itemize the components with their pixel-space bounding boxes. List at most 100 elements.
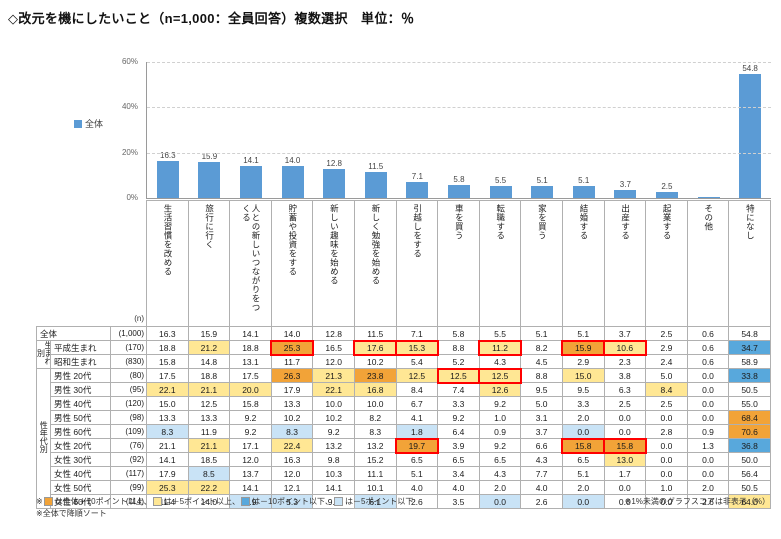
category-label: 特になし [745,204,756,240]
value-cell: 8.2 [353,410,397,425]
bar [281,166,304,198]
legend-color-swatch [74,119,82,128]
value-cell: 17.9 [270,382,314,397]
value-cell: 8.3 [353,424,397,439]
value-cell: 14.1 [146,452,189,467]
value-cell: 3.9 [437,438,480,453]
value-cell: 13.0 [603,452,647,467]
sort-order-note: ※全体で降順ソート [36,509,107,518]
category-label: 起業する [662,204,673,240]
note-text: は－10ポイント以下、 [252,497,333,506]
value-cell: 5.0 [645,368,688,383]
bar-value-label: 5.1 [578,176,590,186]
value-cell-red-annotated: 17.6 [353,340,397,355]
value-cell: 2.0 [478,480,522,495]
value-cell: 18.8 [146,340,189,355]
value-cell: 0.6 [686,326,730,341]
value-cell: 4.0 [520,480,563,495]
value-cell: 36.8 [728,438,771,453]
value-cell: 6.7 [395,396,439,411]
value-cell: 5.1 [395,466,439,481]
value-cell: 4.0 [437,480,480,495]
category-header-cell: 車を買う [437,200,480,327]
value-cell: 7.4 [437,382,480,397]
value-cell: 3.3 [561,396,605,411]
value-cell: 58.9 [728,354,771,369]
value-cell: 17.9 [146,466,189,481]
y-axis-tick-label: 40% [121,102,138,112]
value-cell: 22.2 [187,480,231,495]
bar-group: 15.9 [189,62,231,198]
note-text: は－5ポイント以下 [344,497,414,506]
note-swatch-plus10 [43,497,53,506]
value-cell: 0.0 [645,452,688,467]
row-label: 昭和生まれ [50,354,111,369]
table-row: 男性 60代 (109) 8.3 11.9 9.2 8.3 9.2 8.3 1.8 6.4 0.9 3… [37,424,771,439]
bar-value-label: 16.3 [160,151,176,161]
bar-chart-plot-area: 16.3 15.9 14.1 14.0 12.8 11.5 7.1 5.8 5.5 5.1 5.1 3… [146,62,771,199]
bar-group [688,62,730,198]
value-cell: 9.2 [478,396,522,411]
table-header-row: (n) 生活習慣を改める 旅行に行く 人との新しいつながりをつくる 貯蓄や投資をする 新し… [37,200,771,327]
row-n-value: (117) [110,466,147,481]
value-cell: 16.3 [146,326,189,341]
value-cell: 14.0 [270,326,314,341]
row-label: 男性 20代 [50,368,111,383]
row-n-value: (80) [110,368,147,383]
row-label: 全体 [36,326,111,341]
value-cell: 21.2 [187,340,231,355]
hidden-score-note: ※1%未満のグラフスコアは非表示（%） [624,497,770,506]
value-cell: 2.5 [603,396,647,411]
table-row: 女性 20代 (76) 21.1 21.1 17.1 22.4 13.2 13.2 19.7 3.… [37,438,771,453]
value-cell: 8.8 [520,368,563,383]
value-cell: 14.1 [312,480,355,495]
bar [406,181,429,198]
gridline [147,152,771,154]
value-cell: 9.8 [312,452,355,467]
category-label: 貯蓄や投資をする [287,204,298,276]
value-cell: 10.2 [353,354,397,369]
value-cell: 0.0 [561,494,605,509]
bar-group: 7.1 [397,62,439,198]
table-row: 女性 40代 (117) 17.9 8.5 13.7 12.0 10.3 11.1 5.1 3.4… [37,466,771,481]
value-cell: 5.4 [395,354,439,369]
row-n-value: (92) [110,452,147,467]
category-label: 車を買う [454,204,465,240]
value-cell: 6.5 [437,452,480,467]
value-cell: 15.8 [229,396,272,411]
value-cell: 1.7 [603,466,647,481]
value-cell: 13.2 [312,438,355,453]
value-cell: 12.0 [312,354,355,369]
value-cell: 18.5 [187,452,231,467]
bar-value-label: 14.1 [243,156,259,166]
category-header-cell: 引越しをする [395,200,439,327]
row-n-value: (76) [110,438,147,453]
value-cell: 15.2 [353,452,397,467]
value-cell: 1.8 [395,424,439,439]
value-cell: 5.3 [270,494,314,509]
category-label: 家を買う [537,204,548,240]
value-cell: 6.4 [437,424,480,439]
value-cell: 8.3 [146,424,189,439]
row-label: 男性 40代 [50,396,111,411]
value-cell: 16.5 [312,340,355,355]
y-axis-tick-label: 0% [126,193,138,202]
category-header-cell: 旅行に行く [187,200,231,327]
value-cell: 13.2 [353,438,397,453]
row-group-label: 生まれ別 [36,341,51,366]
category-header-cell: 新しく勉強を始める [353,200,397,327]
value-cell: 11.9 [187,424,231,439]
gridline [147,62,771,63]
value-cell: 10.2 [312,410,355,425]
value-cell: 4.5 [520,354,563,369]
value-cell: 4.3 [520,452,563,467]
value-cell: 21.1 [146,438,189,453]
table-row: 男性 40代 (120) 15.0 12.5 15.8 13.3 10.0 10.0 6.7 3.… [37,396,771,411]
bar-value-label: 54.8 [742,63,758,73]
value-cell: 2.9 [645,340,688,355]
table-row: 生まれ別 平成生まれ (170) 18.8 21.2 18.8 25.3 16.5 17.6 15… [36,340,771,369]
value-cell: 50.0 [728,452,771,467]
bar [323,169,346,198]
row-group-label-cell: 生まれ別 [36,340,51,369]
row-n-value: (109) [110,424,147,439]
